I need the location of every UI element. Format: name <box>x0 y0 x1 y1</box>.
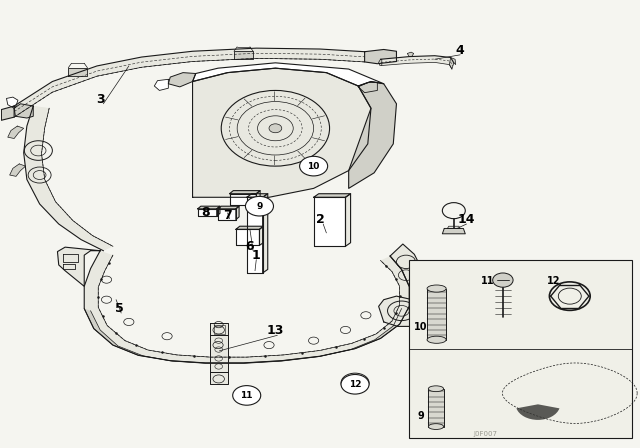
Polygon shape <box>246 194 268 197</box>
Polygon shape <box>193 68 371 197</box>
Ellipse shape <box>428 424 444 430</box>
Polygon shape <box>154 79 168 90</box>
Text: 8: 8 <box>201 207 210 220</box>
Polygon shape <box>84 306 409 363</box>
Polygon shape <box>422 329 429 373</box>
Text: 5: 5 <box>115 302 124 315</box>
Polygon shape <box>422 323 435 330</box>
Polygon shape <box>24 106 113 251</box>
Polygon shape <box>381 56 454 69</box>
Text: 1: 1 <box>252 249 260 262</box>
Polygon shape <box>14 104 33 118</box>
Text: 11: 11 <box>241 391 253 400</box>
Polygon shape <box>211 323 228 335</box>
Polygon shape <box>256 190 260 205</box>
Circle shape <box>246 196 273 216</box>
Text: 2: 2 <box>316 213 324 226</box>
Polygon shape <box>449 57 456 69</box>
Polygon shape <box>442 228 465 234</box>
Text: 11: 11 <box>481 276 494 286</box>
Ellipse shape <box>427 336 446 343</box>
Polygon shape <box>234 51 253 59</box>
Text: 7: 7 <box>223 209 232 222</box>
Polygon shape <box>218 206 239 209</box>
Polygon shape <box>314 197 346 246</box>
Text: J0F007: J0F007 <box>474 431 498 437</box>
Polygon shape <box>358 82 378 93</box>
Polygon shape <box>211 372 228 384</box>
Polygon shape <box>1 106 14 120</box>
Text: 10: 10 <box>307 162 320 171</box>
Polygon shape <box>217 206 220 216</box>
Polygon shape <box>8 126 24 138</box>
Polygon shape <box>390 244 422 286</box>
Polygon shape <box>193 63 384 86</box>
Polygon shape <box>6 97 18 108</box>
Polygon shape <box>262 194 268 273</box>
Circle shape <box>493 273 513 287</box>
Polygon shape <box>198 206 220 209</box>
Polygon shape <box>198 209 217 216</box>
Text: 3: 3 <box>96 93 104 106</box>
Polygon shape <box>349 82 396 188</box>
Polygon shape <box>218 209 236 220</box>
Bar <box>427 289 446 340</box>
Circle shape <box>269 124 282 133</box>
Circle shape <box>233 386 260 405</box>
Bar <box>409 260 632 438</box>
Polygon shape <box>14 48 365 117</box>
Text: 13: 13 <box>267 324 284 337</box>
Polygon shape <box>379 59 382 65</box>
Text: 4: 4 <box>456 44 465 57</box>
Polygon shape <box>365 49 396 64</box>
Polygon shape <box>24 106 113 251</box>
Polygon shape <box>58 247 100 286</box>
Polygon shape <box>314 194 351 197</box>
Polygon shape <box>211 335 228 372</box>
Text: 12: 12 <box>349 380 362 389</box>
Text: 9: 9 <box>256 202 262 211</box>
Circle shape <box>341 375 369 394</box>
Ellipse shape <box>428 386 444 392</box>
Polygon shape <box>68 68 88 76</box>
Circle shape <box>300 156 328 176</box>
Text: 10: 10 <box>414 322 428 332</box>
Polygon shape <box>236 229 259 246</box>
Text: 6: 6 <box>246 240 254 253</box>
Ellipse shape <box>427 285 446 292</box>
Polygon shape <box>407 52 413 56</box>
Polygon shape <box>246 197 262 273</box>
Polygon shape <box>259 226 263 246</box>
Polygon shape <box>10 164 26 177</box>
Bar <box>428 389 444 426</box>
Text: 12: 12 <box>547 276 561 286</box>
Polygon shape <box>379 296 425 327</box>
Polygon shape <box>447 226 460 228</box>
Wedge shape <box>516 404 559 420</box>
Polygon shape <box>230 190 260 194</box>
Polygon shape <box>230 194 256 205</box>
Text: 14: 14 <box>458 213 476 226</box>
Text: 9: 9 <box>417 411 424 421</box>
Polygon shape <box>346 194 351 246</box>
Polygon shape <box>236 226 263 229</box>
Polygon shape <box>236 206 239 220</box>
Polygon shape <box>168 73 196 87</box>
Polygon shape <box>84 251 409 363</box>
